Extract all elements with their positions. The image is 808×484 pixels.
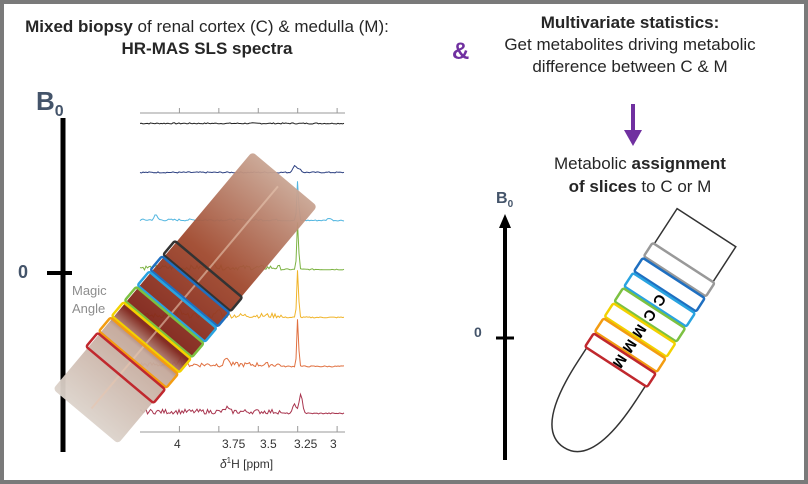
schematic-slice-box [633, 257, 706, 313]
sup: 1 [226, 456, 232, 465]
schematic-slice-box [643, 242, 716, 297]
x-tick-label: 3.75 [222, 437, 246, 451]
photo-slice-box [149, 255, 230, 327]
x-tick-label: 3.5 [260, 437, 277, 451]
left-title: Mixed biopsy of renal cortex (C) & medul… [22, 16, 392, 60]
photo-slice-box [85, 332, 166, 404]
assign-post: to C or M [636, 177, 712, 196]
photo-slice-box [111, 301, 192, 373]
assignment-text: Metabolic assignment of slices to C or M [520, 152, 760, 198]
schematic-slice-box [623, 272, 696, 328]
b-letter: B [36, 86, 55, 116]
assign-bold-2: of slices [568, 177, 637, 196]
schematic-slice-box [594, 317, 667, 373]
magic-line-1: Magic [72, 283, 107, 298]
photo-slice-box [137, 271, 217, 343]
spectrum-line-7 [139, 392, 345, 416]
x-axis-label: δ1H [ppm] [220, 456, 273, 471]
left-b0-label: B0 [36, 86, 64, 121]
right-heading-block: Multivariate statistics: Get metabolites… [480, 12, 780, 78]
right-line-1: Get metabolites driving metabolic [504, 35, 756, 54]
right-zero-label: 0 [474, 324, 482, 340]
schematic-slice-box [584, 332, 657, 388]
left-zero-label: 0 [18, 262, 29, 282]
delta: δ [220, 457, 227, 471]
subtitle: HR-MAS SLS spectra [121, 39, 293, 58]
right-b0-label: B0 [496, 190, 513, 210]
assign-pre: Metabolic [554, 154, 632, 173]
magic-angle-label: Magic Angle [72, 282, 107, 318]
b-letter-right: B [496, 190, 508, 207]
right-b0-arrow-head [499, 214, 511, 228]
magic-line-2: Angle [72, 301, 106, 316]
schematic-slice-box [604, 302, 676, 358]
spectrum-line-1 [139, 122, 345, 125]
right-heading: Multivariate statistics: [540, 13, 720, 32]
x-tick-label: 4 [174, 437, 181, 451]
down-arrow-head [624, 130, 642, 146]
xlabel-rest: H [ppm] [231, 457, 274, 471]
title-bold: Mixed biopsy [25, 17, 133, 36]
photo-slice-box [124, 286, 205, 358]
rotor-outline [551, 207, 737, 453]
b-subscript-right: 0 [507, 199, 514, 211]
photo-slices [85, 240, 243, 404]
schematic-slice-box [613, 287, 686, 343]
ampersand-symbol: & [452, 38, 470, 65]
title-rest: of renal cortex (C) & medulla (M): [132, 17, 389, 36]
b-subscript: 0 [54, 103, 64, 121]
rotor-photo [54, 153, 316, 443]
x-tick-label: 3.25 [294, 437, 318, 451]
photo-slice-box [98, 317, 179, 389]
x-tick-label: 3 [330, 437, 337, 451]
right-line-2: difference between C & M [532, 57, 728, 76]
assign-bold-1: assignment [631, 154, 726, 173]
photo-slice-box [162, 240, 243, 312]
